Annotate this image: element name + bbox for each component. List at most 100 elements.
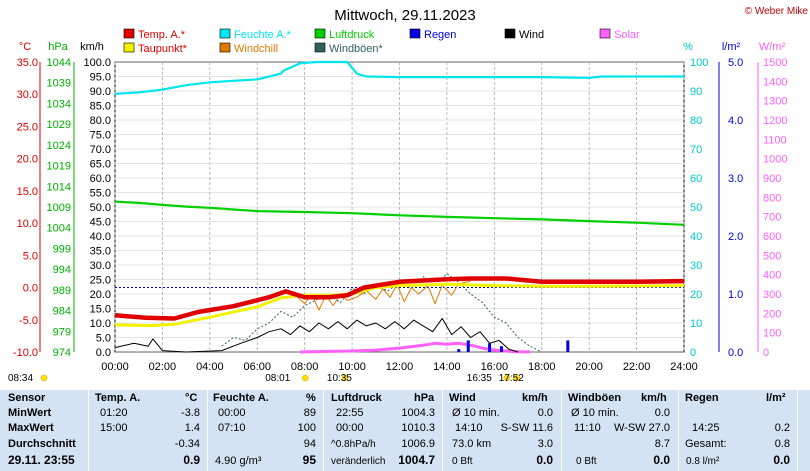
hum-max-time: 07:10 xyxy=(218,422,246,434)
temp-min: -3.8 xyxy=(181,407,200,419)
temp-head: Temp. A. xyxy=(95,392,141,404)
rain-bar xyxy=(499,346,503,352)
y-tick-solar: 1100 xyxy=(763,134,787,146)
axis-unit-pressure: hPa xyxy=(48,41,68,53)
temp-min-time: 01:20 xyxy=(100,407,128,419)
sun-event-label: 17:52 xyxy=(499,373,524,384)
wind-r1-val: 0.0 xyxy=(537,407,553,419)
y-tick-pressure: 984 xyxy=(53,306,71,318)
y-tick-humidity: 20 xyxy=(690,289,702,301)
y-tick-pressure: 1029 xyxy=(47,119,71,131)
y-tick-temp: 10.0 xyxy=(17,218,38,230)
rain-r2-val: 0.2 xyxy=(774,422,790,434)
y-tick-rain: 3.0 xyxy=(728,173,743,185)
legend-label: Solar xyxy=(614,29,640,41)
y-tick-solar: 1200 xyxy=(763,115,787,127)
hum-current: 95 xyxy=(302,453,316,467)
hum-unit: % xyxy=(306,392,316,404)
y-tick-wind: 25.0 xyxy=(90,275,111,287)
y-tick-wind: 50.0 xyxy=(90,202,111,214)
y-tick-solar: 200 xyxy=(763,308,781,320)
y-tick-wind: 65.0 xyxy=(90,159,111,171)
y-tick-pressure: 1009 xyxy=(47,202,71,214)
wind-r3-val: 3.0 xyxy=(537,438,553,450)
y-tick-wind: 90.0 xyxy=(90,86,111,98)
y-tick-pressure: 989 xyxy=(53,285,71,297)
sun-event-label: 08:01 xyxy=(265,373,290,384)
series-line-windchill xyxy=(292,280,471,311)
wind-r4-label: 0 Bft xyxy=(452,456,473,467)
y-tick-wind: 55.0 xyxy=(90,188,111,200)
axis-unit-temp: °C xyxy=(19,41,31,53)
y-tick-wind: 45.0 xyxy=(90,217,111,229)
y-tick-wind: 70.0 xyxy=(90,144,111,156)
series-line-solar xyxy=(299,341,530,354)
y-tick-wind: 80.0 xyxy=(90,115,111,127)
legend-swatch xyxy=(504,28,516,39)
y-tick-pressure: 1044 xyxy=(47,57,71,69)
x-tick-label: 02:00 xyxy=(149,361,177,373)
y-tick-pressure: 999 xyxy=(53,243,71,255)
y-tick-temp: 15.0 xyxy=(17,186,38,198)
rain-r4-label: 0.8 l/m² xyxy=(686,456,720,467)
row-sensor: Sensor xyxy=(8,392,46,404)
legend-swatch xyxy=(314,28,326,39)
sun-icon xyxy=(40,374,48,382)
x-tick-label: 20:00 xyxy=(575,361,603,373)
y-tick-humidity: 10 xyxy=(690,318,702,330)
x-tick-label: 12:00 xyxy=(386,361,414,373)
y-tick-humidity: 50 xyxy=(690,202,702,214)
y-tick-temp: 5.0 xyxy=(23,250,38,262)
wind-r2-time: 14:10 xyxy=(455,422,483,434)
y-tick-rain: 1.0 xyxy=(728,289,743,301)
gust-r2-dir: W-SW 27.0 xyxy=(613,422,670,434)
press-min: 1004.3 xyxy=(401,407,435,419)
y-tick-pressure: 1039 xyxy=(47,78,71,90)
y-tick-wind: 100.0 xyxy=(83,57,111,69)
hum-min: 89 xyxy=(303,407,316,419)
legend-label: Taupunkt* xyxy=(138,43,188,55)
y-tick-humidity: 0 xyxy=(690,347,696,359)
gust-head: Windböen xyxy=(568,392,622,404)
axis-unit-humidity: % xyxy=(683,41,693,53)
y-tick-temp: 30.0 xyxy=(17,89,38,101)
legend-label: Regen xyxy=(424,29,456,41)
legend-label: Feuchte A.* xyxy=(234,29,292,41)
sun-event-label: 10:35 xyxy=(327,373,352,384)
temp-max-time: 15:00 xyxy=(100,422,128,434)
x-tick-label: 08:00 xyxy=(291,361,319,373)
gust-unit: km/h xyxy=(641,392,667,404)
y-tick-pressure: 979 xyxy=(53,326,71,338)
y-tick-wind: 75.0 xyxy=(90,130,111,142)
y-tick-rain: 5.0 xyxy=(728,57,743,69)
wind-r3-label: 73.0 km xyxy=(452,438,492,450)
x-tick-label: 24:00 xyxy=(670,361,698,373)
press-min-time: 22:55 xyxy=(336,407,364,419)
series-line-wind xyxy=(114,317,519,353)
row-avg: Durchschnitt xyxy=(8,438,76,450)
legend-swatch xyxy=(219,42,231,53)
x-tick-label: 00:00 xyxy=(101,361,129,373)
y-tick-solar: 1500 xyxy=(763,57,787,69)
y-tick-wind: 10.0 xyxy=(90,318,111,330)
y-tick-wind: 30.0 xyxy=(90,260,111,272)
hum-avg: 94 xyxy=(303,438,316,450)
legend-swatch xyxy=(599,28,611,39)
rain-bar xyxy=(457,349,461,352)
y-tick-rain: 0.0 xyxy=(728,347,743,359)
sun-icon xyxy=(302,374,309,382)
rain-head: Regen xyxy=(685,392,719,404)
y-tick-wind: 20.0 xyxy=(90,289,111,301)
y-tick-humidity: 40 xyxy=(690,231,702,243)
sun-icon xyxy=(513,374,521,382)
axis-unit-solar: W/m² xyxy=(759,41,786,53)
y-tick-wind: 5.0 xyxy=(96,333,111,345)
axis-unit-rain: l/m² xyxy=(722,41,741,53)
y-tick-wind: 35.0 xyxy=(90,246,111,258)
y-tick-humidity: 70 xyxy=(690,144,702,156)
series-line-feuchtea xyxy=(114,60,684,95)
y-tick-pressure: 994 xyxy=(53,264,71,276)
press-trend-word: veränderlich xyxy=(331,456,386,467)
y-tick-solar: 600 xyxy=(763,231,781,243)
rain-r4-val: 0.0 xyxy=(773,453,790,467)
